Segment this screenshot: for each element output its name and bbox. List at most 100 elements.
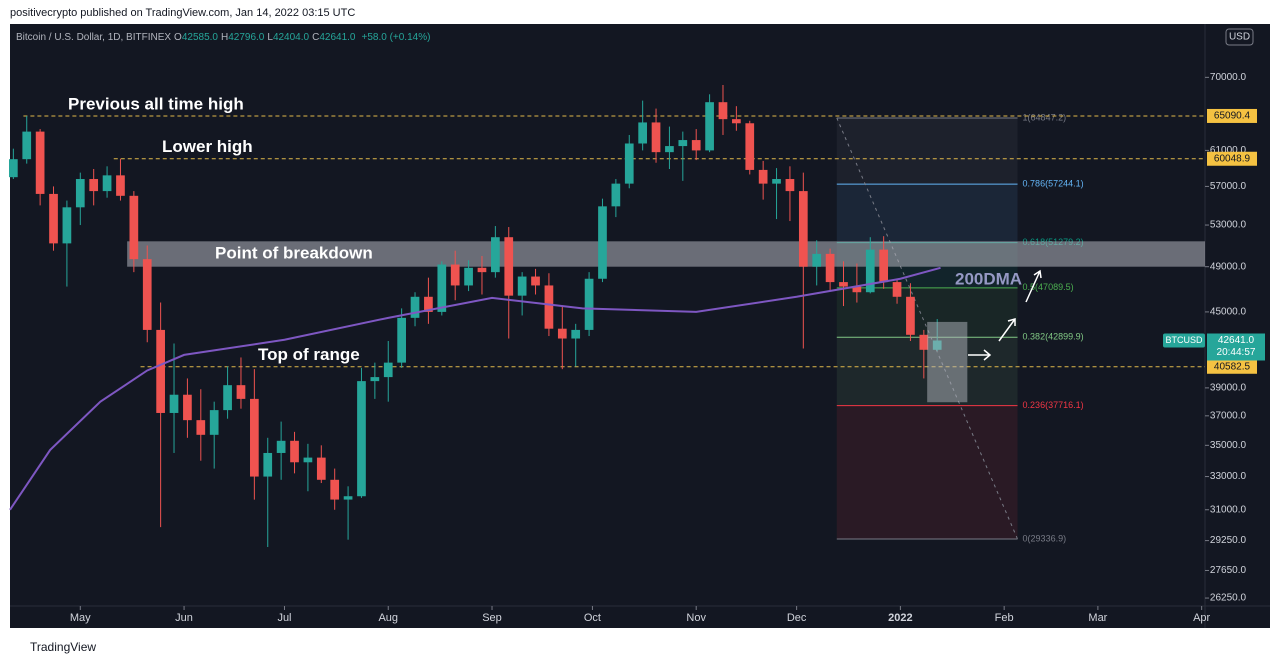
y-tick-label: 39000.0: [1210, 383, 1247, 394]
y-tick-label: 45000.0: [1210, 307, 1247, 318]
candle-body: [611, 183, 621, 207]
fib-label: 0.786(57244.1): [1023, 179, 1084, 189]
candle-body: [584, 278, 594, 330]
candle-body: [825, 253, 835, 283]
ohlc: O42585.0 H42796.0 L42404.0 C42641.0: [174, 32, 358, 43]
ohlc-value: 42585.0: [181, 32, 218, 43]
fib-label: 1(64847.2): [1023, 112, 1067, 122]
candle-body: [316, 457, 326, 480]
change: +58.0 (+0.14%): [361, 32, 431, 43]
candle-body: [303, 457, 313, 463]
candle-body: [772, 179, 781, 184]
candle-body: [370, 377, 380, 382]
candle-body: [276, 440, 286, 453]
fib-band: [836, 405, 1018, 540]
candle-body: [839, 282, 848, 287]
candle-body: [544, 285, 554, 329]
y-tick-label: 57000.0: [1210, 181, 1247, 192]
candle-body: [330, 479, 340, 500]
x-tick-label: Nov: [686, 612, 706, 624]
x-tick-label: Feb: [995, 612, 1014, 624]
y-tick-label: 29250.0: [1210, 535, 1247, 546]
candle-body: [491, 237, 500, 273]
y-tick-label: 33000.0: [1210, 471, 1247, 482]
candle-body: [852, 286, 862, 293]
level-badge: [1207, 359, 1257, 374]
candle-body: [785, 179, 795, 192]
candle-body: [504, 237, 514, 296]
ohlc-key: O: [174, 32, 182, 43]
candle-body: [745, 123, 755, 170]
candle-body: [906, 296, 915, 335]
candle-body: [75, 179, 85, 208]
chart-background: [10, 24, 1270, 628]
fib-label: 0.5(47089.5): [1023, 282, 1074, 292]
candle-body: [343, 496, 353, 500]
x-tick-label: Dec: [787, 612, 807, 624]
ma-label: 200DMA: [955, 269, 1022, 288]
candle-body: [116, 175, 125, 196]
candle-body: [557, 328, 567, 339]
candle-body: [638, 122, 647, 144]
candle-body: [798, 191, 808, 267]
countdown: 20:44:57: [1217, 347, 1256, 358]
candle-body: [397, 317, 406, 363]
x-tick-label: Oct: [584, 612, 601, 624]
ohlc-value: 42404.0: [272, 32, 310, 43]
symbol-badge-label: BTCUSD: [1165, 335, 1203, 345]
annotation: Lower high: [162, 137, 253, 156]
x-tick-label: Jul: [277, 612, 291, 624]
candle-body: [142, 259, 152, 330]
annotation: Previous all time high: [68, 94, 244, 113]
candle-body: [758, 169, 768, 184]
candle-body: [477, 267, 487, 273]
price-badge-label: 42641.0: [1218, 335, 1255, 346]
publish-header: positivecrypto published on TradingView.…: [10, 7, 356, 19]
ohlc-key: H: [220, 32, 229, 43]
candle-body: [598, 206, 607, 279]
arrow: [1025, 269, 1042, 303]
candle-body: [102, 175, 112, 192]
candle-body: [812, 253, 822, 267]
candle-body: [691, 140, 701, 151]
candle-body: [705, 102, 714, 151]
candle-body: [236, 385, 246, 399]
candle-body: [209, 410, 219, 435]
candle-body: [35, 131, 45, 194]
symbol-badge: [1163, 333, 1205, 348]
y-tick-label: 31000.0: [1210, 504, 1247, 515]
candle-body: [651, 122, 661, 153]
x-tick-label: Aug: [378, 612, 398, 624]
candle-body: [517, 276, 527, 296]
candle-body: [49, 193, 58, 244]
x-tick-label: Sep: [482, 612, 502, 624]
candle-body: [156, 329, 165, 413]
candle-body: [8, 159, 18, 178]
level-badge: [1207, 108, 1257, 123]
fib-label: 0.382(42899.9): [1023, 332, 1084, 342]
ohlc-key: L: [267, 32, 273, 43]
range-box: [927, 321, 968, 403]
currency-badge[interactable]: [1225, 28, 1254, 46]
arrows: [968, 269, 1042, 361]
level-badge-label: 60048.9: [1214, 153, 1251, 164]
candle-body: [22, 131, 32, 160]
y-tick-label: 53000.0: [1210, 220, 1247, 231]
fib-label: 0.236(37716.1): [1023, 400, 1084, 410]
candle-body: [879, 249, 889, 283]
candle-body: [223, 385, 232, 411]
ma-line: [9, 266, 941, 511]
y-tick-label: 37000.0: [1210, 410, 1247, 421]
y-tick-label: 61000.0: [1210, 145, 1247, 156]
fib-band: [836, 184, 1018, 243]
candle-body: [196, 420, 206, 435]
candle-body: [718, 102, 728, 120]
candle-body: [450, 264, 460, 286]
y-tick-label: 70000.0: [1210, 72, 1247, 83]
candle-body: [383, 362, 393, 378]
candle-body: [892, 282, 902, 297]
level-badge-label: 40582.5: [1214, 361, 1251, 372]
fib-band: [836, 117, 1018, 185]
